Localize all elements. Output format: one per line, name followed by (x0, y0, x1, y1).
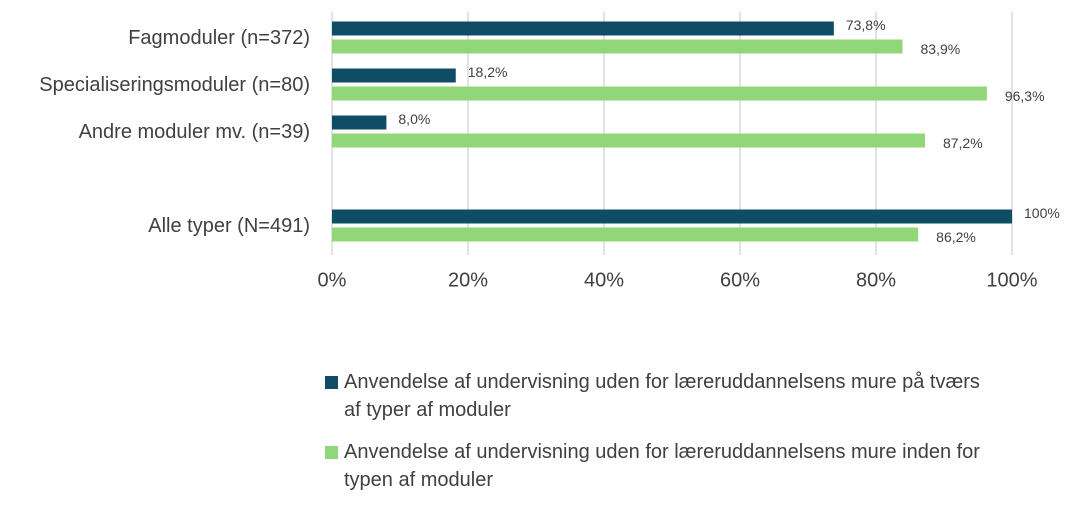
x-tick-label: 80% (856, 269, 896, 291)
value-label: 83,9% (921, 41, 961, 57)
bar (332, 86, 987, 101)
category-label: Andre moduler mv. (n=39) (79, 121, 310, 143)
category-label: Alle typer (N=491) (148, 215, 310, 237)
bar (332, 209, 1012, 224)
bar (332, 133, 925, 148)
legend-entry: Anvendelse af undervisning uden for lære… (325, 438, 985, 494)
x-tick-label: 60% (720, 269, 760, 291)
x-tick-label: 100% (986, 269, 1037, 291)
legend-label: Anvendelse af undervisning uden for lære… (344, 371, 980, 421)
category-label: Fagmoduler (n=372) (128, 27, 310, 49)
value-label: 86,2% (936, 229, 976, 245)
value-label: 8,0% (398, 111, 430, 127)
chart: 0% 20% 40% 60% 80% 100% Fagmoduler (n=372) 73,8… (39, 12, 1060, 291)
legend-swatch (325, 376, 338, 389)
bar (332, 21, 834, 36)
x-tick-label: 40% (584, 269, 624, 291)
bar (332, 68, 456, 83)
legend-swatch (325, 446, 338, 459)
value-label: 73,8% (846, 17, 886, 33)
legend-label: Anvendelse af undervisning uden for lære… (344, 441, 980, 491)
category-label: Specialiseringsmoduler (n=80) (39, 74, 310, 96)
value-label: 18,2% (468, 64, 508, 80)
value-label: 87,2% (943, 135, 983, 151)
value-label: 96,3% (1005, 88, 1045, 104)
page: 0% 20% 40% 60% 80% 100% Fagmoduler (n=372) 73,8… (39, 12, 1060, 491)
bar (332, 115, 387, 130)
legend: Anvendelse af undervisning uden for lære… (325, 368, 985, 508)
bar (332, 39, 903, 54)
bar (332, 227, 919, 242)
x-tick-label: 0% (318, 269, 347, 291)
x-tick-label: 20% (448, 269, 488, 291)
value-label: 100% (1024, 205, 1060, 221)
legend-entry: Anvendelse af undervisning uden for lære… (325, 368, 985, 424)
